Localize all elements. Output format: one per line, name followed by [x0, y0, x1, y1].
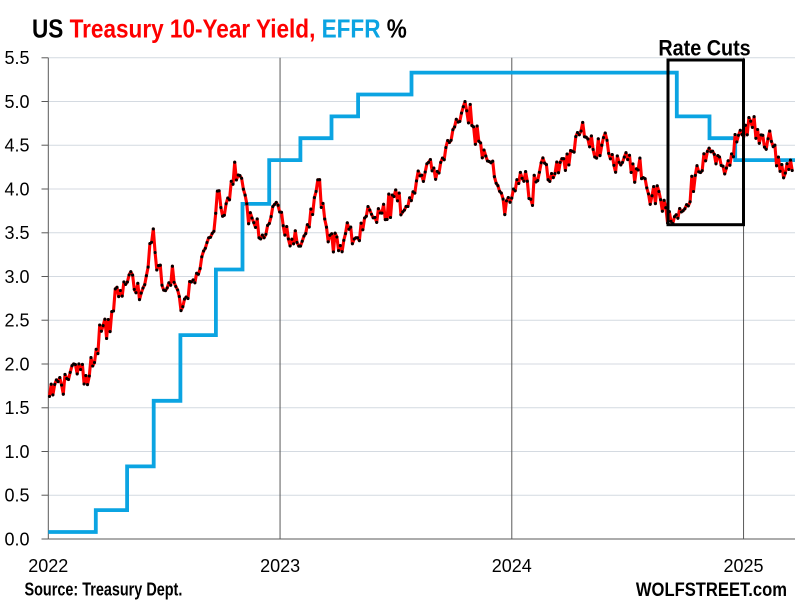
svg-text:3.0: 3.0 — [4, 267, 29, 287]
svg-text:2.5: 2.5 — [4, 311, 29, 331]
svg-text:Rate Cuts: Rate Cuts — [658, 37, 750, 61]
svg-text:2024: 2024 — [492, 556, 532, 576]
svg-text:2023: 2023 — [260, 556, 300, 576]
svg-text:5.0: 5.0 — [4, 92, 29, 112]
svg-text:5.5: 5.5 — [4, 48, 29, 68]
svg-text:WOLFSTREET.com: WOLFSTREET.com — [636, 579, 787, 601]
svg-text:1.5: 1.5 — [4, 398, 29, 418]
svg-text:2.0: 2.0 — [4, 354, 29, 374]
svg-text:Source: Treasury Dept.: Source: Treasury Dept. — [25, 579, 183, 600]
svg-text:4.5: 4.5 — [4, 136, 29, 156]
svg-text:2025: 2025 — [723, 556, 763, 576]
svg-text:0.5: 0.5 — [4, 486, 29, 506]
svg-text:4.0: 4.0 — [4, 179, 29, 199]
svg-text:1.0: 1.0 — [4, 442, 29, 462]
svg-text:0.0: 0.0 — [4, 529, 29, 549]
svg-text:3.5: 3.5 — [4, 223, 29, 243]
svg-text:US Treasury 10-Year Yield, EFF: US Treasury 10-Year Yield, EFFR % — [32, 15, 407, 44]
svg-text:2022: 2022 — [28, 556, 68, 576]
